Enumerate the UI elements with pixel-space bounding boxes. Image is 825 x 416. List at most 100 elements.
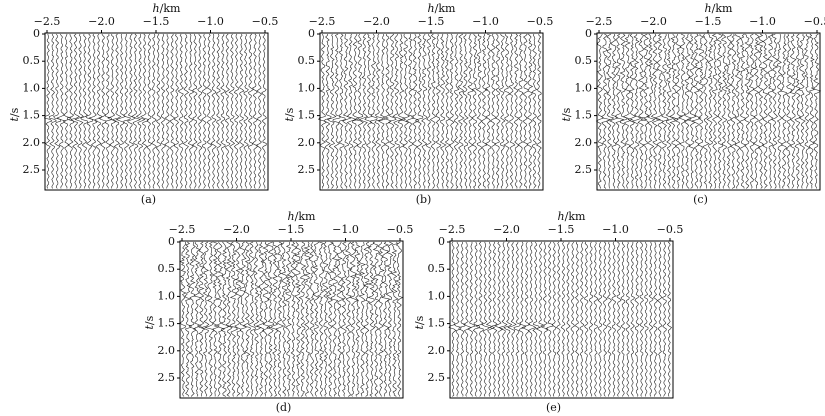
trace <box>243 33 249 189</box>
trace <box>135 33 146 189</box>
x-tick-label: −0.5 <box>252 15 279 28</box>
trace <box>657 241 663 397</box>
trace <box>256 34 263 189</box>
trace <box>184 241 192 397</box>
trace <box>752 33 761 189</box>
y-axis-label: t/s <box>143 315 156 329</box>
trace <box>353 33 364 189</box>
trace <box>673 33 683 189</box>
y-label-var: t <box>8 117 21 122</box>
trace <box>197 33 203 189</box>
trace <box>498 33 506 189</box>
trace <box>449 33 455 189</box>
trace <box>748 33 755 189</box>
trace <box>405 33 415 189</box>
trace <box>522 33 529 189</box>
trace <box>462 33 469 189</box>
trace <box>182 33 190 189</box>
trace <box>164 34 170 189</box>
trace <box>131 33 142 189</box>
y-tick-label: 1.5 <box>23 109 41 122</box>
trace <box>532 241 541 397</box>
trace <box>318 33 327 189</box>
trace <box>744 33 751 189</box>
trace <box>494 241 504 397</box>
trace <box>518 241 527 397</box>
trace <box>395 241 404 397</box>
trace <box>507 241 517 397</box>
trace <box>253 241 262 397</box>
trace <box>556 241 561 397</box>
trace <box>462 241 472 397</box>
trace <box>517 33 524 189</box>
trace <box>206 33 213 189</box>
trace <box>467 242 476 397</box>
trace <box>601 33 611 189</box>
panel: −2.5 −2.0 −1.5 −1.0 −0.5 h/km 0 0.5 1.0 1.5 2.0 2.5… <box>8 2 278 206</box>
trace <box>803 33 811 189</box>
trace <box>151 33 157 189</box>
trace <box>593 241 599 397</box>
trace <box>242 241 251 397</box>
y-tick-label: 2.5 <box>158 371 176 384</box>
trace <box>98 33 107 189</box>
x-tick-label: −1.5 <box>418 15 445 28</box>
trace <box>640 33 650 189</box>
trace <box>634 241 640 397</box>
x-tick-label: −0.5 <box>527 15 554 28</box>
trace <box>503 33 511 189</box>
trace <box>115 33 126 189</box>
trace <box>352 33 360 189</box>
trace <box>323 33 332 189</box>
x-label-var: h <box>288 210 295 223</box>
x-tick-label: −2.0 <box>88 15 115 28</box>
trace <box>597 241 603 397</box>
trace <box>697 33 705 189</box>
trace <box>104 33 113 189</box>
trace <box>686 33 697 189</box>
trace <box>169 33 176 189</box>
trace <box>362 241 371 397</box>
trace <box>107 33 117 189</box>
trace <box>666 241 672 397</box>
trace <box>358 241 367 397</box>
trace <box>678 33 687 189</box>
y-tick-label: 0.5 <box>428 262 446 275</box>
traces <box>448 241 672 397</box>
trace <box>225 241 233 397</box>
x-tick-label: −2.5 <box>309 15 336 28</box>
trace <box>269 241 279 397</box>
trace <box>540 241 549 397</box>
trace <box>385 241 394 397</box>
trace <box>721 33 728 189</box>
trace <box>70 33 80 189</box>
trace <box>495 33 501 189</box>
trace <box>251 33 258 189</box>
y-tick-label: 1.5 <box>575 109 593 122</box>
trace <box>485 241 496 397</box>
x-tick-label: −2.5 <box>169 223 196 236</box>
trace <box>53 33 62 189</box>
trace <box>280 241 288 397</box>
x-tick-label: −1.5 <box>278 223 305 236</box>
trace <box>812 33 822 189</box>
trace <box>551 241 557 397</box>
x-tick-label: −1.5 <box>143 15 170 28</box>
trace <box>309 241 315 397</box>
trace <box>262 241 271 397</box>
plot-frame <box>44 32 269 191</box>
trace <box>467 33 474 189</box>
trace <box>611 241 617 397</box>
trace <box>290 241 297 397</box>
trace <box>481 33 489 189</box>
trace <box>266 241 275 397</box>
trace <box>458 241 466 397</box>
trace <box>192 242 203 397</box>
trace <box>475 33 483 189</box>
trace <box>187 33 194 189</box>
x-tick-label: −1.0 <box>332 223 359 236</box>
trace <box>425 33 432 189</box>
trace <box>275 241 285 397</box>
trace <box>444 33 451 189</box>
traces <box>318 33 542 189</box>
